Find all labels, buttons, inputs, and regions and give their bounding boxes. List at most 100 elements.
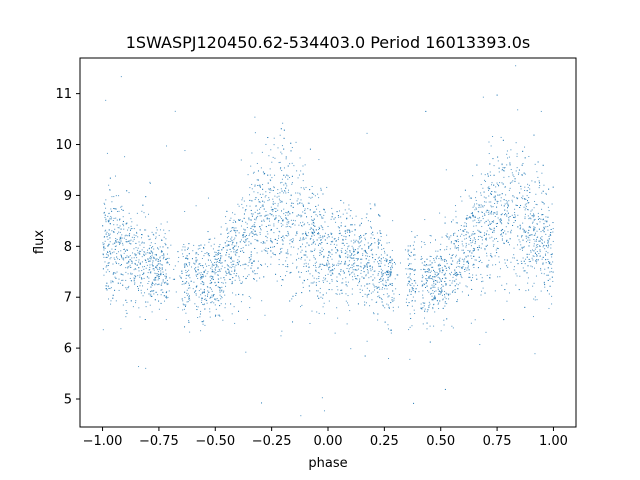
data-point (267, 137, 269, 139)
data-point (457, 288, 459, 290)
data-point (145, 301, 147, 303)
data-point (413, 289, 415, 291)
data-point (535, 255, 537, 257)
data-point (540, 231, 542, 233)
data-point (468, 269, 470, 271)
data-point (305, 250, 307, 252)
data-point (521, 236, 522, 238)
data-point (281, 247, 283, 249)
data-point (219, 271, 221, 272)
data-point (377, 247, 379, 249)
data-point (159, 263, 161, 265)
data-point (134, 278, 136, 280)
data-point (527, 209, 528, 211)
data-point (286, 223, 288, 225)
data-point (207, 286, 209, 288)
data-point (530, 218, 532, 220)
data-point (467, 250, 469, 251)
data-point (321, 217, 323, 219)
data-point (228, 278, 230, 280)
data-point (138, 261, 140, 263)
data-point (196, 309, 198, 311)
data-point (385, 261, 387, 263)
data-point (545, 245, 547, 247)
data-point (472, 277, 474, 279)
data-point (127, 229, 129, 231)
data-point (135, 255, 137, 257)
data-point (310, 250, 312, 252)
data-point (135, 268, 137, 270)
data-point (119, 239, 121, 241)
data-point (378, 214, 380, 216)
data-point (120, 254, 122, 256)
data-point (272, 215, 274, 217)
data-point (165, 238, 167, 240)
data-point (380, 268, 382, 270)
data-point (158, 278, 160, 280)
data-point (358, 282, 360, 284)
data-point (226, 237, 228, 239)
data-point (203, 289, 205, 291)
data-point (409, 313, 411, 315)
data-point (268, 197, 270, 199)
data-point (151, 284, 153, 286)
data-point (188, 296, 190, 298)
data-point (499, 182, 501, 184)
data-point (363, 264, 365, 266)
data-point (109, 288, 111, 290)
data-point (219, 260, 221, 262)
data-point (166, 261, 168, 263)
data-point (444, 305, 446, 307)
data-point (351, 253, 353, 255)
data-point (133, 234, 135, 236)
data-point (323, 281, 325, 283)
data-point (541, 239, 543, 241)
data-point (235, 234, 237, 236)
data-point (287, 225, 289, 227)
data-point (360, 222, 362, 224)
data-point (146, 276, 148, 278)
data-point (424, 308, 426, 310)
data-point (547, 206, 549, 208)
data-point (253, 234, 255, 236)
data-point (264, 215, 266, 217)
data-point (505, 199, 507, 201)
data-point (157, 276, 159, 278)
data-point (228, 244, 230, 246)
data-point (409, 284, 411, 286)
data-point (433, 303, 435, 305)
data-point (137, 247, 139, 249)
data-point (188, 269, 190, 271)
data-point (104, 214, 106, 216)
data-point (160, 289, 162, 291)
data-point (160, 272, 162, 274)
data-point (136, 249, 138, 251)
data-point (545, 192, 547, 194)
data-point (130, 243, 132, 245)
data-point (264, 314, 266, 316)
data-point (276, 196, 278, 198)
data-point (337, 226, 339, 228)
data-point (231, 244, 233, 246)
data-point (175, 291, 177, 293)
data-point (524, 216, 526, 218)
data-point (347, 281, 349, 283)
data-point (535, 260, 537, 262)
data-point (259, 212, 261, 214)
data-point (491, 206, 493, 208)
data-point (473, 225, 475, 227)
data-point (195, 266, 197, 268)
data-point (197, 254, 199, 256)
data-point (499, 268, 501, 270)
data-point (242, 294, 244, 296)
data-point (501, 164, 503, 166)
data-point (201, 274, 203, 276)
data-point (452, 280, 454, 282)
data-point (369, 203, 371, 205)
data-point (445, 260, 447, 262)
data-point (478, 230, 480, 232)
data-point (207, 295, 208, 297)
data-point (186, 292, 188, 294)
data-point (246, 223, 248, 225)
data-point (146, 264, 148, 266)
